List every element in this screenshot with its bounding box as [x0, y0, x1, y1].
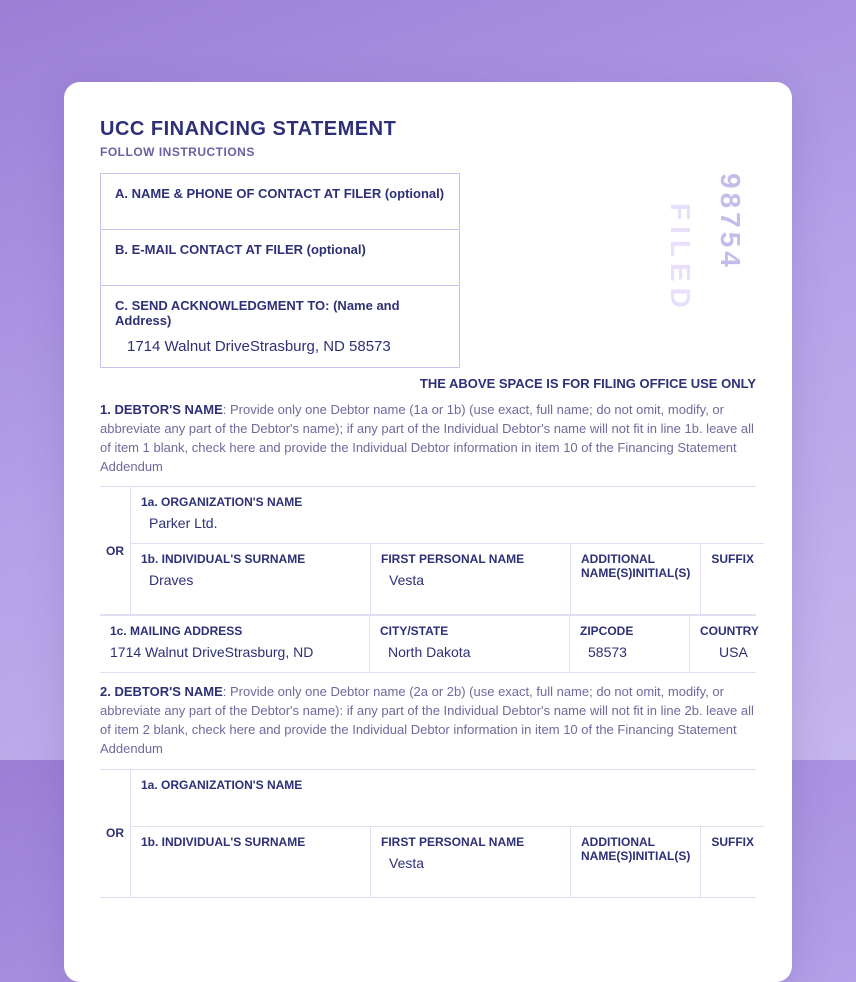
debtor2-suffix-label: SUFFIX — [711, 835, 754, 849]
debtor2-heading: 2. DEBTOR'S NAME: Provide only one Debto… — [100, 683, 756, 758]
debtor2-first: Vesta — [381, 855, 560, 873]
debtor1-suffix-label: SUFFIX — [711, 552, 754, 566]
debtor2-addl — [581, 869, 690, 887]
debtor2-lead: 2. DEBTOR'S NAME — [100, 684, 223, 699]
top-row: A. NAME & PHONE OF CONTACT AT FILER (opt… — [100, 173, 756, 368]
doc-title: UCC FINANCING STATEMENT — [100, 118, 756, 141]
debtor1-zip: 58573 — [580, 644, 679, 662]
debtor2-surname-label: 1b. INDIVIDUAL'S SURNAME — [141, 835, 360, 849]
stamp-filed: FILED — [664, 203, 696, 314]
debtor1-country-label: COUNTRY — [700, 624, 759, 638]
stamp-number: 98754 — [714, 173, 746, 271]
debtor2-org-name — [141, 798, 754, 816]
debtor1-addl-label: ADDITIONAL NAME(S)INITIAL(S) — [581, 552, 690, 580]
debtor1-surname: Draves — [141, 572, 360, 590]
box-a-label: A. NAME & PHONE OF CONTACT AT FILER (opt… — [101, 174, 459, 230]
debtor1-first-label: FIRST PERSONAL NAME — [381, 552, 560, 566]
box-c-address: 1714 Walnut DriveStrasburg, ND 58573 — [115, 338, 445, 355]
debtor2-first-label: FIRST PERSONAL NAME — [381, 835, 560, 849]
debtor1-city-label: CITY/STATE — [380, 624, 559, 638]
doc-subtitle: FOLLOW INSTRUCTIONS — [100, 145, 756, 159]
document-card: UCC FINANCING STATEMENT FOLLOW INSTRUCTI… — [64, 82, 792, 982]
debtor1-surname-label: 1b. INDIVIDUAL'S SURNAME — [141, 552, 360, 566]
filing-office-note: THE ABOVE SPACE IS FOR FILING OFFICE USE… — [100, 376, 756, 391]
debtor1-mail: 1714 Walnut DriveStrasburg, ND — [110, 644, 359, 662]
debtor1-or: OR — [100, 487, 130, 614]
debtor1-country: USA — [700, 644, 759, 662]
debtor2-org-label: 1a. ORGANIZATION'S NAME — [141, 778, 754, 792]
stamp-area: FILED 98754 — [480, 173, 756, 368]
debtor1-zip-label: ZIPCODE — [580, 624, 679, 638]
debtor1-org-label: 1a. ORGANIZATION'S NAME — [141, 495, 754, 509]
box-c: C. SEND ACKNOWLEDGMENT TO: (Name and Add… — [101, 286, 459, 367]
debtor2-or: OR — [100, 770, 130, 897]
box-b-label: B. E-MAIL CONTACT AT FILER (optional) — [101, 230, 459, 286]
debtor2-surname — [141, 855, 360, 873]
debtor1-org-name: Parker Ltd. — [141, 515, 754, 533]
filer-boxes: A. NAME & PHONE OF CONTACT AT FILER (opt… — [100, 173, 460, 368]
debtor1-city: North Dakota — [380, 644, 559, 662]
debtor1-suffix — [711, 572, 754, 590]
debtor1-mail-label: 1c. MAILING ADDRESS — [110, 624, 359, 638]
debtor2-addl-label: ADDITIONAL NAME(S)INITIAL(S) — [581, 835, 690, 863]
debtor1-lead: 1. DEBTOR'S NAME — [100, 402, 223, 417]
debtor1-heading: 1. DEBTOR'S NAME: Provide only one Debto… — [100, 401, 756, 476]
debtor1-first: Vesta — [381, 572, 560, 590]
box-c-label: C. SEND ACKNOWLEDGMENT TO: (Name and Add… — [115, 298, 445, 328]
debtor1-grid: OR 1a. ORGANIZATION'S NAME Parker Ltd. 1… — [100, 486, 756, 673]
debtor1-addl — [581, 586, 690, 604]
debtor2-grid: OR 1a. ORGANIZATION'S NAME 1b. INDIVIDUA… — [100, 769, 756, 898]
debtor2-suffix — [711, 855, 754, 873]
